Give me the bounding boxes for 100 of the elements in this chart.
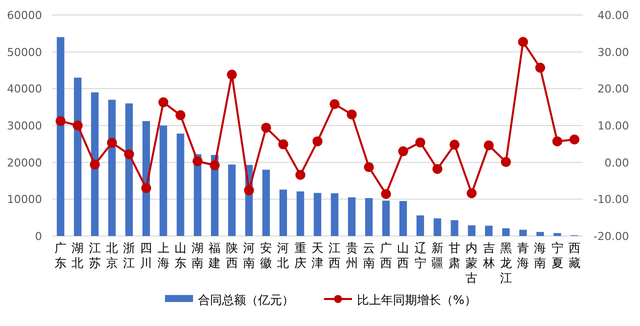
bar [279,190,288,236]
point [175,110,186,120]
bar [91,92,99,236]
x-tick-label: 上海 [157,241,170,270]
y-tick-label: 30000 [7,120,42,132]
point [210,160,220,170]
bar [365,198,373,236]
bar [125,103,133,236]
bar [536,232,544,236]
point [346,109,357,120]
bar [160,126,168,236]
x-tick-label: 湖北 [72,241,84,270]
point [364,162,374,172]
bar [468,225,476,236]
x-tick-label: 陕西 [226,241,238,270]
point [415,137,426,148]
x-tick-label: 山东 [174,241,186,270]
y2-tick-label: 30.00 [598,46,629,59]
point [535,62,546,73]
bar [450,220,458,236]
x-tick-label: 河南 [242,241,255,270]
bar [434,218,442,236]
bar [108,100,116,236]
x-tick-label: 甘肃 [448,241,461,270]
x-tick-label: 河北 [277,241,290,270]
x-tick-label: 福建 [208,241,221,270]
bar [382,200,390,236]
x-tick-label: 吉林 [482,241,495,270]
point [484,140,494,150]
y2-tick-label: 10.00 [598,120,629,132]
point [226,70,237,80]
bar [554,233,562,236]
point [141,183,152,194]
point [278,139,288,150]
x-tick-label: 浙江 [123,241,136,270]
point [518,36,528,47]
legend-label: 合同总额（亿元） [198,293,294,307]
x-tick-label: 天津 [312,241,324,270]
point [552,136,562,146]
point [106,138,117,148]
y-tick-label: 10000 [7,193,42,206]
point [295,170,306,180]
y-tick-label: 60000 [7,9,42,22]
point [244,185,254,196]
x-tick-label: 贵州 [346,241,358,270]
x-tick-label: 广东 [54,241,67,270]
legend-label: 比上年同期增长（%） [357,293,476,307]
bar [348,197,356,236]
bar [416,215,424,236]
bar [330,193,338,236]
bar [176,134,184,236]
x-tick-label: 重庆 [294,241,306,270]
point [56,116,66,126]
x-tick-label: 内蒙古 [466,241,478,285]
y-tick-label: 50000 [7,46,42,59]
point [192,156,203,166]
point [398,146,408,156]
point [124,149,134,160]
x-tick-label: 江苏 [88,241,101,270]
y-tick-label: 0 [35,230,42,243]
point [432,164,442,174]
point [158,97,168,108]
y-tick-label: 20000 [7,156,42,170]
x-tick-label: 黑龙江 [500,241,512,285]
point [312,136,322,146]
x-tick-label: 云南 [362,241,375,270]
bar [74,78,82,236]
x-tick-label: 安徽 [260,241,272,270]
x-tick-label: 西藏 [568,241,580,270]
bar [314,192,322,236]
bar [399,201,407,236]
x-tick-label: 新疆 [431,241,444,270]
x-tick-label: 广西 [380,241,392,270]
bar [485,226,493,236]
y2-tick-label: 40.00 [598,9,629,22]
x-tick-label: 青海 [517,241,530,270]
point [72,120,83,130]
x-tick-label: 四川 [140,241,152,270]
y2-tick-label: -10.00 [594,193,629,206]
point [90,160,100,170]
y-tick-label: 40000 [7,82,42,96]
x-tick-label: 江西 [328,241,341,270]
x-tick-label: 北京 [106,241,118,270]
bar [519,230,527,236]
point [466,188,477,198]
bar [502,228,510,236]
bar [228,164,236,236]
point [330,99,340,110]
bar [296,191,304,236]
x-tick-label: 山西 [397,241,410,270]
y2-tick-label: 20.00 [598,82,629,96]
point [450,140,460,150]
x-tick-label: 湖南 [192,241,204,270]
bar [56,37,64,236]
y2-tick-label: -20.00 [594,230,629,243]
point [500,156,511,167]
y2-tick-label: 0.00 [604,156,629,170]
bar [262,170,270,236]
x-tick-label: 辽宁 [414,241,426,270]
point [261,122,272,133]
